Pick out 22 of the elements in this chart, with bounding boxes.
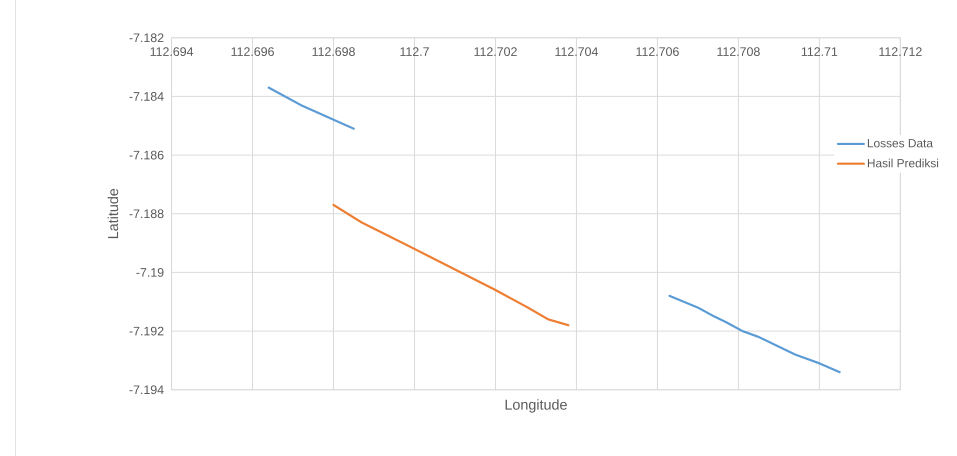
y-tick-label: -7.192 (130, 326, 164, 336)
legend-label: Hasil Prediksi (868, 158, 938, 168)
y-axis-title: Latitude (108, 188, 118, 238)
x-tick-label: 112.704 (555, 47, 598, 56)
x-tick-label: 112.706 (636, 47, 679, 56)
x-tick-label: 112.708 (717, 47, 760, 56)
x-axis-title: Longitude (506, 399, 567, 412)
x-tick-label: 112.694 (150, 47, 194, 56)
y-tick-label: -7.186 (130, 150, 164, 160)
x-tick-label: 112.71 (802, 47, 838, 56)
x-tick-label: 112.702 (474, 47, 517, 56)
legend-label: Losses Data (868, 138, 933, 148)
x-tick-label: 112.698 (312, 47, 355, 56)
y-tick-label: -7.182 (130, 33, 164, 42)
x-tick-label: 112.696 (232, 47, 274, 56)
y-tick-label: -7.194 (130, 385, 164, 394)
y-tick-label: -7.184 (130, 92, 164, 101)
x-tick-label: 112.7 (400, 47, 429, 56)
y-tick-label: -7.188 (130, 209, 164, 218)
x-tick-label: 112.712 (879, 47, 922, 56)
line-series (332, 204, 570, 326)
y-tick-label: -7.19 (136, 268, 164, 277)
